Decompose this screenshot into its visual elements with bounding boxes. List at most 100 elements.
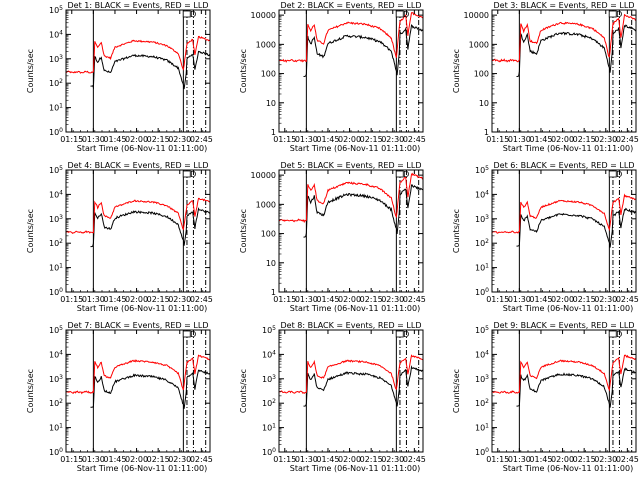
y-tick-label: 101 [262, 423, 276, 433]
x-tick-label: 02:00 [125, 455, 148, 464]
marker-label: D [190, 170, 196, 179]
attenuator-marker [395, 170, 404, 178]
y-tick-label: 102 [262, 398, 276, 408]
y-tick-label: 105 [49, 165, 63, 175]
y-tick-label: 103 [49, 374, 63, 384]
y-tick-label: 102 [49, 238, 63, 248]
attenuator-marker [608, 330, 617, 338]
y-tick-label: 104 [475, 189, 489, 199]
panel-title: Det 8: BLACK = Events, RED = LLD [281, 321, 422, 330]
panel-title: Det 2: BLACK = Events, RED = LLD [281, 1, 422, 10]
attenuator-marker [182, 330, 191, 338]
x-tick-label: 01:15 [273, 135, 296, 144]
y-tick-label: 103 [475, 214, 489, 224]
x-tick-label: 02:30 [168, 135, 191, 144]
x-tick-label: 02:30 [381, 135, 404, 144]
y-tick-label: 101 [49, 103, 63, 113]
series-events [90, 207, 211, 248]
series-events [516, 367, 637, 408]
series-events [516, 207, 637, 248]
x-axis-label: Start Time (06-Nov-11 01:11:00) [290, 304, 420, 313]
x-tick-label: 02:00 [338, 135, 361, 144]
x-tick-label: 02:15 [147, 135, 170, 144]
x-tick-label: 02:15 [360, 455, 383, 464]
x-tick-label: 02:45 [190, 455, 213, 464]
x-tick-label: 02:45 [403, 135, 426, 144]
y-tick-label: 104 [49, 349, 63, 359]
y-tick-label: 100 [49, 127, 63, 137]
x-tick-label: 02:15 [573, 135, 596, 144]
x-tick-label: 01:30 [295, 135, 318, 144]
x-axis-label: Start Time (06-Nov-11 01:11:00) [503, 464, 633, 473]
y-tick-label: 104 [49, 29, 63, 39]
x-tick-label: 02:00 [551, 455, 574, 464]
x-tick-label: 01:45 [103, 135, 126, 144]
y-tick-label: 1000 [469, 40, 489, 49]
panel-det-9: Det 9: BLACK = Events, RED = LLDD01:1501… [452, 321, 639, 473]
series-events [303, 365, 424, 407]
panel-det-2: Det 2: BLACK = Events, RED = LLDD01:1501… [239, 1, 426, 153]
x-tick-label: 02:15 [573, 455, 596, 464]
y-axis-label: Counts/sec [452, 49, 461, 93]
series-lld [278, 172, 424, 224]
y-tick-label: 100 [261, 70, 276, 79]
x-axis-label: Start Time (06-Nov-11 01:11:00) [77, 464, 207, 473]
y-axis-label: Counts/sec [239, 369, 248, 413]
x-tick-label: 02:45 [616, 295, 639, 304]
y-tick-label: 100 [474, 70, 489, 79]
y-tick-label: 101 [475, 263, 489, 273]
attenuator-marker [395, 10, 404, 18]
panel-title: Det 7: BLACK = Events, RED = LLD [68, 321, 209, 330]
x-tick-label: 02:30 [381, 295, 404, 304]
x-tick-label: 02:00 [125, 135, 148, 144]
series-events [303, 24, 424, 77]
y-axis-label: Counts/sec [452, 369, 461, 413]
y-tick-label: 104 [49, 189, 63, 199]
plot-frame [491, 9, 637, 133]
plot-frame [65, 169, 211, 293]
y-tick-label: 101 [49, 263, 63, 273]
x-tick-label: 01:30 [295, 295, 318, 304]
attenuator-marker [608, 170, 617, 178]
marker-label: D [403, 330, 409, 339]
x-tick-label: 01:15 [60, 135, 83, 144]
x-tick-label: 01:45 [103, 295, 126, 304]
marker-label: D [403, 170, 409, 179]
y-tick-label: 100 [261, 230, 276, 239]
x-tick-label: 01:45 [316, 295, 339, 304]
x-tick-label: 01:15 [60, 295, 83, 304]
panel-title: Det 3: BLACK = Events, RED = LLD [494, 1, 635, 10]
y-tick-label: 100 [49, 447, 63, 457]
x-tick-label: 02:45 [190, 295, 213, 304]
x-axis-label: Start Time (06-Nov-11 01:11:00) [503, 304, 633, 313]
y-axis-label: Counts/sec [26, 49, 35, 93]
x-tick-label: 02:15 [147, 295, 170, 304]
panel-title: Det 1: BLACK = Events, RED = LLD [68, 1, 209, 10]
panel-title: Det 6: BLACK = Events, RED = LLD [494, 161, 635, 170]
y-tick-label: 105 [475, 165, 489, 175]
x-tick-label: 01:15 [60, 455, 83, 464]
y-axis-label: Counts/sec [239, 49, 248, 93]
series-events [90, 50, 211, 90]
x-tick-label: 02:00 [551, 135, 574, 144]
x-tick-label: 01:15 [486, 135, 509, 144]
x-axis-label: Start Time (06-Nov-11 01:11:00) [77, 144, 207, 153]
x-tick-label: 02:45 [403, 295, 426, 304]
panel-det-3: Det 3: BLACK = Events, RED = LLDD01:1501… [452, 1, 639, 153]
y-tick-label: 102 [475, 398, 489, 408]
x-tick-label: 02:30 [594, 295, 617, 304]
x-tick-label: 01:15 [273, 295, 296, 304]
x-axis-label: Start Time (06-Nov-11 01:11:00) [77, 304, 207, 313]
series-lld [491, 354, 637, 394]
x-tick-label: 01:30 [82, 455, 105, 464]
x-tick-label: 01:30 [82, 295, 105, 304]
y-tick-label: 10 [266, 259, 276, 268]
series-events [516, 24, 637, 77]
x-tick-label: 01:30 [508, 455, 531, 464]
y-tick-label: 10 [266, 99, 276, 108]
y-tick-label: 103 [49, 54, 63, 64]
y-tick-label: 10000 [251, 11, 276, 20]
x-tick-label: 01:15 [486, 455, 509, 464]
y-tick-label: 102 [49, 398, 63, 408]
